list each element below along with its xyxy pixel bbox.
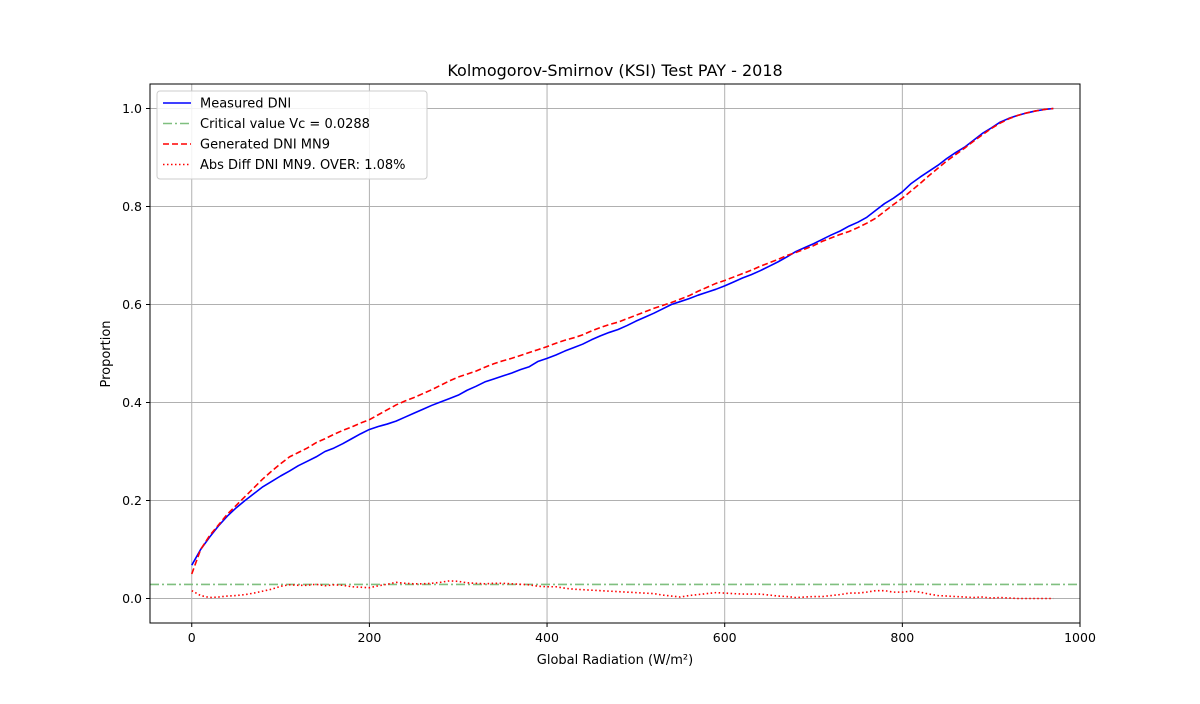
x-tick-label: 0 [188,630,196,645]
y-tick-label: 0.2 [122,493,142,508]
x-tick-label: 200 [357,630,381,645]
chart-title: Kolmogorov-Smirnov (KSI) Test PAY - 2018 [447,61,782,80]
y-tick-label: 0.0 [122,591,142,606]
x-axis-label: Global Radiation (W/m²) [537,653,693,668]
legend-label-2: Generated DNI MN9 [200,138,330,153]
y-tick-label: 1.0 [122,101,142,116]
legend-label-3: Abs Diff DNI MN9. OVER: 1.08% [200,158,406,173]
x-tick-label: 800 [890,630,914,645]
x-tick-label: 400 [535,630,559,645]
y-tick-label: 0.8 [122,199,142,214]
series-line-2 [190,107,1054,575]
y-axis-label: Proportion [99,320,114,387]
legend: Measured DNI Critical value Vc = 0.0288 Ge… [156,90,428,180]
axis-ticks: 0 200 400 600 800 1000 0.0 0.2 0.4 0.6 0.8 1.0 [122,101,1096,645]
legend-label-1: Critical value Vc = 0.0288 [200,117,370,132]
legend-box [156,90,428,180]
y-tick-label: 0.6 [122,297,142,312]
x-tick-label: 600 [713,630,737,645]
plot-series [150,107,1080,600]
series-line-0 [191,107,1054,566]
legend-label-0: Measured DNI [200,97,291,112]
plot-frame [149,83,1081,624]
y-tick-label: 0.4 [122,395,142,410]
grid-lines [150,84,1081,623]
x-tick-label: 1000 [1064,630,1096,645]
